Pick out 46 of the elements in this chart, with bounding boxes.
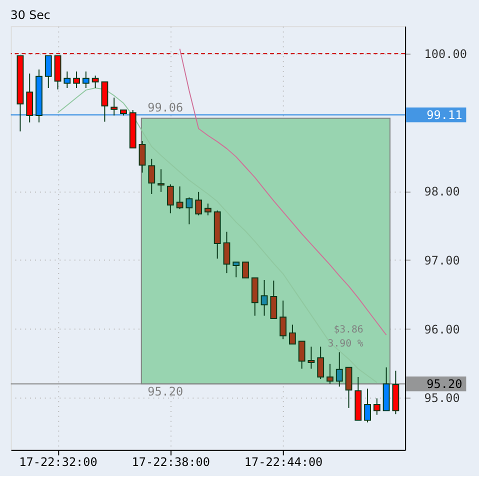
candlestick	[223, 231, 230, 274]
candlestick	[326, 363, 334, 384]
annotation: 99.06	[148, 100, 184, 114]
y-tick-label: 97.00	[424, 253, 460, 268]
candlestick	[92, 75, 99, 89]
candlestick	[288, 324, 296, 344]
candlestick	[317, 346, 324, 380]
candlestick	[270, 280, 278, 319]
candlestick	[364, 388, 371, 423]
line-series	[57, 88, 378, 383]
y-tick-label: 96.00	[424, 322, 460, 336]
candlestick	[64, 71, 71, 89]
candlestick	[26, 73, 34, 123]
candlestick	[232, 262, 240, 278]
candlestick	[308, 346, 315, 370]
y-tick-label: 98.00	[424, 184, 460, 199]
candlestick	[166, 184, 174, 214]
candlestick	[158, 168, 164, 192]
candlestick	[298, 340, 306, 370]
candlestick	[73, 71, 80, 89]
candlestick	[44, 55, 52, 89]
y-tick-label: 100.00	[424, 47, 467, 62]
x-tick-label: 17-22:44:00	[244, 455, 323, 470]
candlestick	[260, 279, 268, 316]
candlestick	[110, 97, 118, 116]
candlestick	[148, 158, 156, 194]
candlestick	[345, 366, 352, 408]
x-tick-label: 17-22:38:00	[132, 455, 210, 470]
ref-line-label: 99.11	[426, 108, 462, 122]
annotation: 95.20	[148, 384, 184, 399]
y-tick-label: 95.00	[424, 391, 460, 406]
candlestick	[373, 398, 380, 416]
chart-title: 30 Sec	[10, 8, 50, 22]
annotation: $3.86	[334, 324, 364, 336]
candlestick	[280, 300, 287, 340]
candlestick	[195, 191, 202, 216]
x-tick-label: 17-22:32:00	[19, 455, 98, 470]
candlestick	[242, 262, 249, 278]
annotation: 3.90 %	[328, 338, 364, 350]
candlestick	[138, 140, 146, 174]
candlestick	[204, 203, 212, 216]
candlestick	[186, 196, 193, 225]
ref-line-label: 95.20	[426, 376, 462, 391]
candlestick	[176, 186, 184, 210]
candlestick	[336, 352, 343, 388]
candlestick	[82, 71, 90, 89]
